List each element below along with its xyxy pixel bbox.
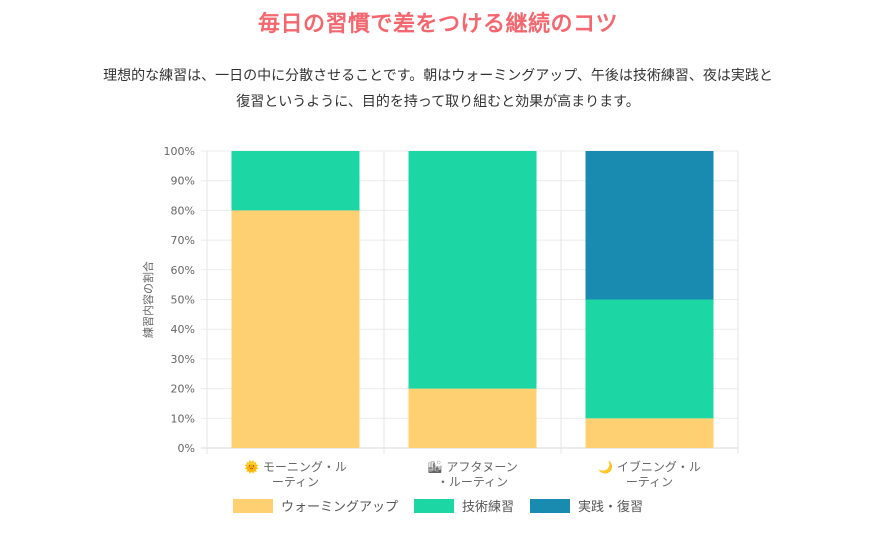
y-tick-label: 90% xyxy=(171,175,195,188)
y-tick-label: 30% xyxy=(171,353,195,366)
x-tick-label-text: アフタヌーン xyxy=(446,460,517,474)
y-tick-label: 40% xyxy=(171,323,195,336)
chart-legend: ウォーミングアップ 技術練習 実践・復習 xyxy=(0,496,876,515)
bar-2-series-1 xyxy=(408,388,537,448)
legend-item-practice[interactable]: 実践・復習 xyxy=(530,496,643,515)
page-title: 毎日の習慣で差をつける継続のコツ xyxy=(257,12,618,37)
x-tick-label-line-2: ・ルーティン xyxy=(437,475,508,489)
legend-swatch-technique xyxy=(413,498,454,513)
legend-item-warmup[interactable]: ウォーミングアップ xyxy=(232,496,398,515)
legend-item-technique[interactable]: 技術練習 xyxy=(413,496,514,515)
x-tick-label-line-1: 🏙 アフタヌーン xyxy=(427,460,517,474)
x-tick-label-text: モーニング・ル xyxy=(263,460,347,474)
legend-label-warmup: ウォーミングアップ xyxy=(280,500,398,515)
y-tick-label: 10% xyxy=(171,412,195,425)
legend-swatch-warmup xyxy=(232,498,273,513)
cityscape-icon: 🏙 xyxy=(427,460,446,474)
description-line-2: 復習というように、目的を持って取り組むと効果が高まります。 xyxy=(236,94,640,110)
y-tick-label: 100% xyxy=(164,145,195,158)
legend-label-practice: 実践・復習 xyxy=(578,500,644,515)
y-tick-label: 50% xyxy=(171,294,195,307)
x-tick-label-text: イブニング・ル xyxy=(617,459,701,474)
bar-3-series-1 xyxy=(585,418,714,448)
y-tick-label: 0% xyxy=(178,442,195,455)
y-tick-label: 80% xyxy=(171,204,195,217)
description-line-1: 理想的な練習は、一日の中に分散させることです。朝はウォーミングアップ、午後は技術… xyxy=(103,68,773,84)
y-tick-label: 60% xyxy=(171,264,195,277)
bar-3-series-3 xyxy=(585,151,714,300)
x-tick-label-line-1: 🌞 モーニング・ル xyxy=(244,459,347,474)
page-description: 理想的な練習は、一日の中に分散させることです。朝はウォーミングアップ、午後は技術… xyxy=(40,63,836,115)
legend-label-technique: 技術練習 xyxy=(461,500,514,515)
bar-2-series-2 xyxy=(408,151,537,389)
y-axis-label: 練習内容の割合 xyxy=(141,261,155,338)
sun-icon: 🌞 xyxy=(244,459,263,474)
y-tick-label: 20% xyxy=(171,383,195,396)
x-tick-label-line-2: ーティン xyxy=(272,475,319,489)
bar-1-series-2 xyxy=(231,151,360,211)
moon-icon: 🌙 xyxy=(598,460,617,474)
x-tick-label-line-2: ーティン xyxy=(626,475,673,489)
bar-3-series-2 xyxy=(585,299,714,419)
x-tick-label-line-1: 🌙 イブニング・ル xyxy=(598,459,701,474)
y-tick-label: 70% xyxy=(171,234,195,247)
bar-1-series-1 xyxy=(231,210,360,448)
legend-swatch-practice xyxy=(530,498,570,513)
